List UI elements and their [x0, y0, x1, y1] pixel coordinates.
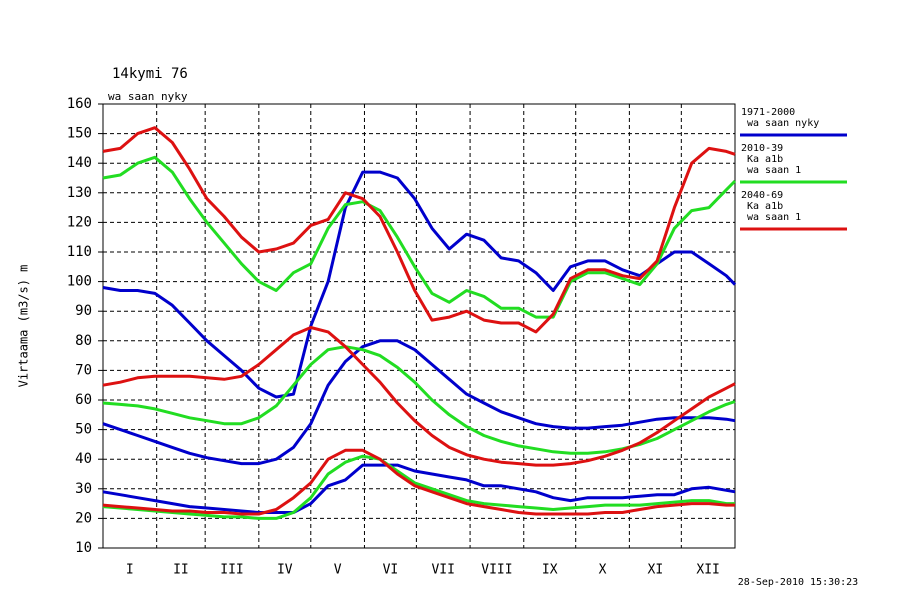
y-tick-label: 40 [75, 451, 92, 467]
x-tick-label: VI [383, 563, 399, 578]
y-tick-label: 70 [75, 362, 92, 378]
y-tick-label: 130 [67, 185, 92, 201]
legend-label: 2010-39 [741, 143, 783, 154]
y-tick-label: 80 [75, 333, 92, 349]
timestamp: 28-Sep-2010 15:30:23 [738, 577, 858, 588]
y-tick-label: 30 [75, 481, 92, 497]
legend-label: Ka a1b [747, 154, 783, 165]
y-tick-label: 110 [67, 244, 92, 260]
y-tick-label: 50 [75, 422, 92, 438]
y-tick-label: 160 [67, 96, 92, 112]
y-tick-label: 60 [75, 392, 92, 408]
x-tick-label: IX [542, 563, 558, 578]
x-tick-label: III [220, 563, 243, 578]
plot-frame [102, 103, 736, 549]
legend-label: 1971-2000 [741, 107, 795, 118]
x-tick-label: X [599, 563, 607, 578]
legend-label: 2040-69 [741, 190, 783, 201]
x-tick-label: XI [648, 563, 664, 578]
legend-label: wa saan 1 [747, 212, 801, 223]
series-line [102, 448, 735, 516]
series-line [102, 326, 736, 467]
series-line [102, 126, 736, 334]
y-tick-label: 90 [75, 303, 92, 319]
legend-label: wa saan nyky [747, 118, 819, 129]
y-tick-label: 120 [67, 214, 92, 230]
y-axis-label: Virtaama (m3/s) m [17, 265, 31, 388]
x-tick-label: I [126, 563, 134, 578]
series-line [102, 454, 735, 520]
chart-subtitle: wa saan nyky [108, 90, 188, 103]
x-tick-label: VIII [481, 563, 512, 578]
legend-label: wa saan 1 [747, 165, 801, 176]
series-line [102, 155, 737, 319]
x-tick-label: XII [696, 563, 719, 578]
series-line [102, 339, 736, 466]
y-tick-label: 100 [67, 274, 92, 290]
y-tick-label: 140 [67, 155, 92, 171]
y-tick-label: 150 [67, 126, 92, 142]
y-tick-label: 10 [75, 540, 92, 556]
chart-title: 14kymi 76 [112, 66, 188, 82]
x-tick-label: VII [431, 563, 454, 578]
x-tick-label: II [173, 563, 189, 578]
series-line [102, 463, 736, 514]
x-tick-label: V [334, 563, 342, 578]
y-tick-label: 20 [75, 510, 92, 526]
series-line [102, 170, 737, 399]
legend-label: Ka a1b [747, 201, 783, 212]
x-tick-label: IV [277, 563, 293, 578]
